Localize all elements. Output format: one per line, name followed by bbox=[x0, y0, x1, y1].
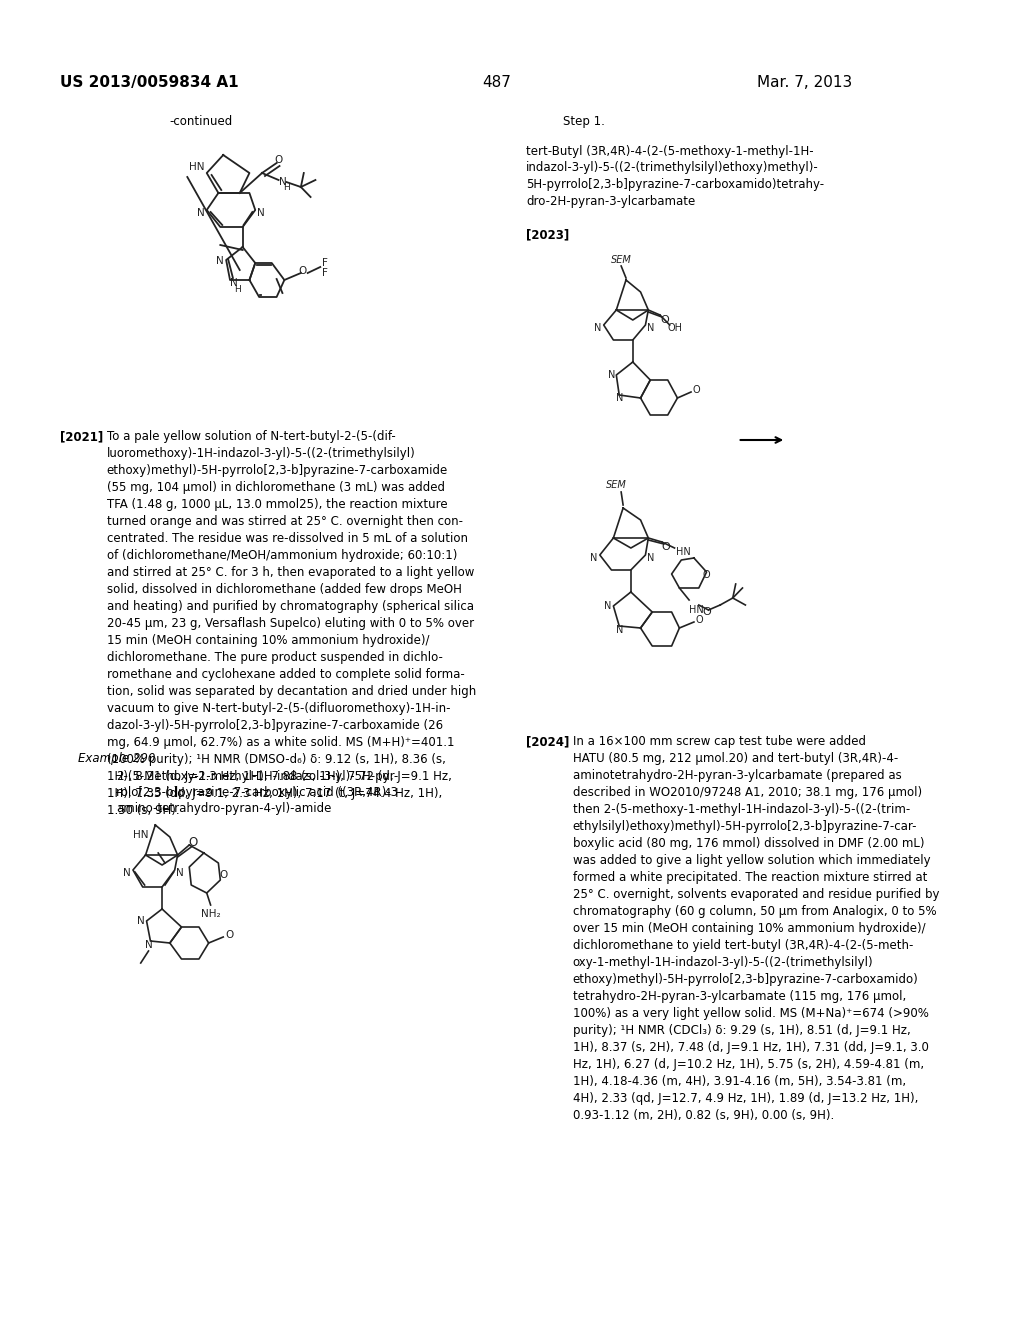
Text: N: N bbox=[176, 869, 183, 878]
Text: Mar. 7, 2013: Mar. 7, 2013 bbox=[757, 75, 852, 90]
Text: N: N bbox=[646, 553, 654, 564]
Text: O: O bbox=[188, 837, 198, 850]
Text: [2021]: [2021] bbox=[60, 430, 103, 444]
Text: N: N bbox=[279, 177, 287, 187]
Text: N: N bbox=[230, 279, 238, 288]
Text: tert-Butyl (3R,4R)-4-(2-(5-methoxy-1-methyl-1H-
indazol-3-yl)-5-((2-(trimethylsi: tert-Butyl (3R,4R)-4-(2-(5-methoxy-1-met… bbox=[526, 145, 824, 207]
Text: US 2013/0059834 A1: US 2013/0059834 A1 bbox=[60, 75, 239, 90]
Text: 2-(5-Methoxy-1-methyl-1H-indazol-3-yl)-5H-pyr-
rolo[2,3-b]pyrazine-7-carboxylic : 2-(5-Methoxy-1-methyl-1H-indazol-3-yl)-5… bbox=[117, 770, 402, 814]
Text: NH₂: NH₂ bbox=[201, 909, 220, 919]
Text: F: F bbox=[323, 268, 328, 279]
Text: [2023]: [2023] bbox=[526, 228, 569, 242]
Text: O: O bbox=[702, 607, 711, 616]
Text: O: O bbox=[702, 570, 711, 579]
Text: H: H bbox=[283, 182, 290, 191]
Text: N: N bbox=[123, 869, 131, 878]
Text: N: N bbox=[646, 323, 654, 333]
Text: OH: OH bbox=[667, 323, 682, 333]
Text: O: O bbox=[274, 154, 283, 165]
Text: N: N bbox=[615, 624, 623, 635]
Text: N: N bbox=[216, 256, 224, 267]
Text: N: N bbox=[197, 209, 205, 218]
Text: N: N bbox=[257, 209, 265, 218]
Text: Example 290: Example 290 bbox=[78, 752, 156, 766]
Text: O: O bbox=[299, 267, 307, 276]
Text: Step 1.: Step 1. bbox=[563, 115, 605, 128]
Text: N: N bbox=[144, 940, 153, 950]
Text: To a pale yellow solution of N-tert-butyl-2-(5-(dif-
luoromethoxy)-1H-indazol-3-: To a pale yellow solution of N-tert-buty… bbox=[106, 430, 476, 817]
Text: F: F bbox=[323, 257, 328, 268]
Text: [2024]: [2024] bbox=[526, 735, 569, 748]
Text: In a 16×100 mm screw cap test tube were added
HATU (80.5 mg, 212 μmol.20) and te: In a 16×100 mm screw cap test tube were … bbox=[572, 735, 939, 1122]
Text: O: O bbox=[219, 870, 227, 880]
Text: 487: 487 bbox=[482, 75, 511, 90]
Text: SEM: SEM bbox=[610, 255, 632, 265]
Text: HN: HN bbox=[189, 162, 205, 172]
Text: O: O bbox=[662, 543, 670, 552]
Text: HN: HN bbox=[677, 546, 691, 557]
Text: H: H bbox=[234, 285, 242, 294]
Text: SEM: SEM bbox=[606, 480, 627, 490]
Text: O: O bbox=[660, 315, 670, 325]
Text: O: O bbox=[693, 385, 700, 395]
Text: N: N bbox=[604, 601, 611, 611]
Text: N: N bbox=[590, 553, 598, 564]
Text: N: N bbox=[615, 393, 623, 403]
Text: N: N bbox=[137, 916, 144, 927]
Text: -continued: -continued bbox=[170, 115, 233, 128]
Text: O: O bbox=[225, 931, 233, 940]
Text: N: N bbox=[608, 370, 615, 380]
Text: HN: HN bbox=[133, 830, 148, 840]
Text: N: N bbox=[594, 323, 601, 333]
Text: O: O bbox=[696, 615, 703, 624]
Text: HN: HN bbox=[689, 605, 703, 615]
